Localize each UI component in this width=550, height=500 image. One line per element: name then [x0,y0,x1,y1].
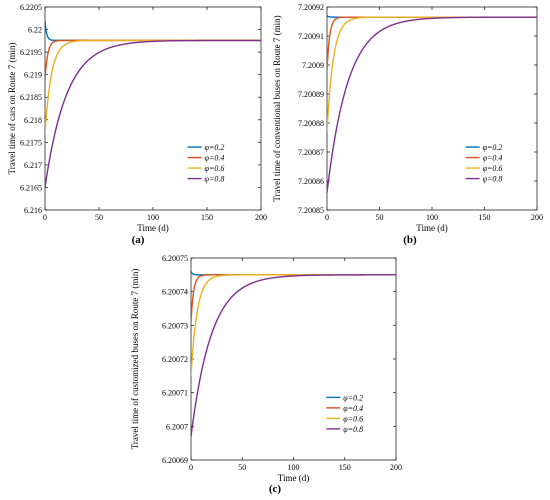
y-tick-label: 6.20074 [162,288,188,297]
chart-panel-a: 0 50 100 150 200 6.216 6.2165 6.217 6.2175 6.218 6… [7,3,267,246]
y-tick-label: 7.20085 [298,206,324,215]
y-tick-label: 6.20071 [162,389,188,398]
y-tick-label: 7.20087 [298,148,324,157]
x-tick-label: 50 [238,463,246,472]
panel-label: (c) [269,483,282,495]
y-tick-label: 6.2205 [20,3,42,12]
x-tick-label: 200 [390,463,402,472]
legend-entry: φ=0.8 [343,425,363,434]
y-tick-label: 6.218 [24,116,42,125]
y-axis-label: Travel time of customized buses on Route… [130,269,140,450]
y-axis-label: Travel time of cars on Route 7 (min) [7,43,17,175]
y-tick-label: 6.216 [24,206,42,215]
panel-label: (a) [132,234,145,246]
x-tick-label: 50 [376,213,384,222]
y-tick-label: 6.2175 [20,138,42,147]
series-line-3 [327,16,537,132]
series-line-1 [45,20,261,42]
x-tick-label: 50 [95,213,103,222]
legend-entry: φ=0.6 [483,164,503,173]
legend-entry: φ=0.6 [205,164,225,173]
y-tick-label: 7.20091 [298,32,324,41]
y-tick-label: 7.20089 [298,90,324,99]
y-tick-label: 6.2185 [20,93,42,102]
y-tick-label: 6.20075 [162,254,188,263]
y-tick-label: 6.217 [24,161,42,170]
series-line-4 [327,16,537,193]
legend-entry: φ=0.8 [205,175,225,184]
x-tick-label: 100 [426,213,438,222]
series-line-4 [45,39,261,188]
x-tick-label: 150 [201,213,213,222]
plot-frame [326,6,538,211]
x-tick-label: 100 [288,463,300,472]
x-axis-label: Time (d) [416,223,447,233]
x-axis-label: Time (d) [278,473,309,483]
plot-frame [190,257,397,461]
x-axis-label: Time (d) [137,223,168,233]
y-tick-label: 6.22 [28,26,42,35]
legend-entry: φ=0.6 [343,414,363,423]
series-line-3 [191,274,396,376]
y-tick-label: 6.2165 [20,183,42,192]
chart-panel-b: 0 50 100 150 200 7.20085 7.20086 7.20087 7.20088… [272,3,543,246]
x-tick-label: 200 [531,213,543,222]
y-tick-label: 6.20069 [162,456,188,465]
x-tick-label: 200 [255,213,267,222]
panel-label: (b) [403,234,417,246]
series-line-4 [191,274,396,437]
legend-entry: φ=0.2 [205,143,225,152]
x-tick-label: 0 [43,213,47,222]
series-line-2 [191,274,396,323]
y-tick-label: 7.20092 [298,3,324,12]
y-tick-label: 6.20073 [162,321,188,330]
x-tick-label: 100 [147,213,159,222]
chart-panel-c: 0 50 100 150 200 6.20069 6.2007 6.20071 6.20072 6… [130,254,402,495]
series-line-2 [327,16,537,71]
x-tick-label: 0 [325,213,329,222]
y-axis-label: Travel time of conventional buses on Rou… [272,15,282,201]
legend-entry: φ=0.4 [483,154,503,163]
y-tick-label: 6.2195 [20,48,42,57]
y-tick-label: 6.20072 [162,355,188,364]
x-tick-label: 0 [189,463,193,472]
legend-entry: φ=0.4 [343,404,363,413]
legend-entry: φ=0.2 [343,393,363,402]
y-tick-label: 7.2009 [302,61,324,70]
plot-frame [44,6,262,211]
x-tick-label: 150 [339,463,351,472]
y-tick-label: 6.2007 [166,422,188,431]
legend-entry: φ=0.2 [483,143,503,152]
legend-entry: φ=0.4 [205,154,225,163]
y-tick-label: 7.20086 [298,177,324,186]
x-tick-label: 150 [479,213,491,222]
legend-entry: φ=0.8 [483,175,503,184]
y-tick-label: 6.219 [24,71,42,80]
y-tick-label: 7.20088 [298,119,324,128]
series-line-3 [45,39,261,134]
